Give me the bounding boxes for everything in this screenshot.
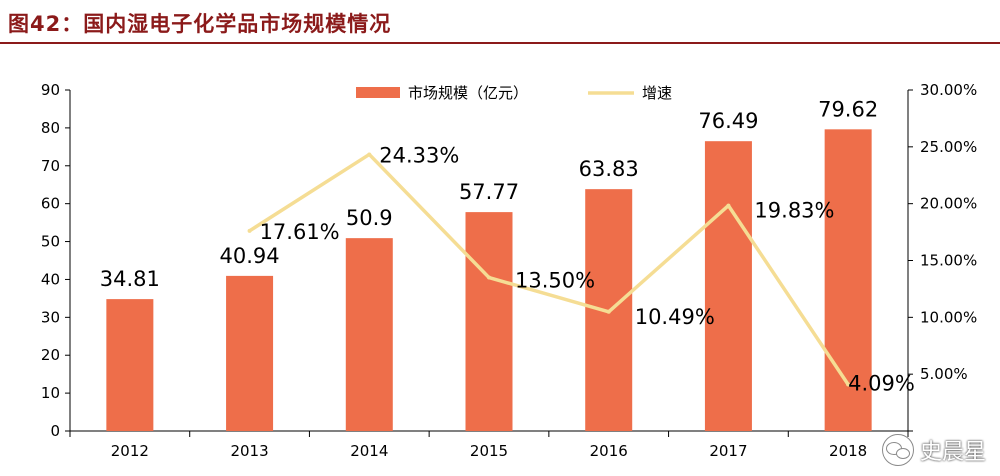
growth-point (846, 382, 851, 387)
right-axis-tick-label: 5.00% (920, 365, 968, 383)
left-axis-tick-label: 70 (41, 157, 60, 175)
growth-data-label: 10.49% (635, 305, 715, 329)
right-axis-tick-label: 20.00% (920, 195, 977, 213)
watermark-text: 史晨星 (919, 440, 986, 465)
growth-data-label: 19.83% (754, 199, 834, 223)
bar (465, 212, 513, 431)
right-axis-tick-label: 30.00% (920, 81, 977, 99)
growth-line (248, 152, 850, 386)
bar-data-label: 79.62 (818, 97, 878, 121)
growth-point (726, 203, 731, 208)
growth-point (487, 275, 491, 280)
bar-data-label: 40.94 (220, 244, 280, 268)
bar-data-label: 63.83 (579, 157, 639, 181)
growth-data-label: 4.09% (848, 372, 915, 396)
left-axis-tick-label: 30 (41, 308, 60, 326)
right-axis-tick-label: 10.00% (920, 308, 977, 326)
right-axis-tick-label: 15.00% (920, 252, 977, 270)
right-axis-tick-label: 25.00% (920, 138, 977, 156)
left-axis-tick-label: 90 (41, 81, 60, 99)
bar-data-label: 50.9 (346, 206, 393, 230)
legend-line-label: 增速 (642, 84, 672, 102)
x-axis-tick-label: 2016 (590, 442, 628, 460)
bar (824, 129, 872, 431)
bar (345, 238, 393, 431)
growth-point (367, 152, 372, 157)
left-axis-tick-label: 60 (41, 195, 60, 213)
x-axis-tick-label: 2013 (230, 442, 268, 460)
growth-data-label: 24.33% (379, 143, 459, 167)
x-axis-tick-label: 2015 (470, 442, 508, 460)
left-axis-tick-label: 10 (41, 384, 60, 402)
watermark: 史晨星 (881, 434, 986, 466)
growth-data-label: 13.50% (515, 269, 595, 293)
bar-data-label: 57.77 (459, 180, 519, 204)
bar-data-label: 34.81 (100, 267, 160, 291)
left-axis-tick-label: 80 (41, 119, 60, 137)
legend-bar-label: 市场规模（亿元） (408, 84, 528, 102)
growth-data-label: 17.61% (260, 220, 340, 244)
x-axis-tick-label: 2012 (111, 442, 149, 460)
bar-data-label: 76.49 (698, 109, 758, 133)
x-axis-tick-label: 2014 (350, 442, 388, 460)
growth-point (247, 228, 252, 233)
left-axis-tick-label: 0 (50, 422, 60, 440)
title-divider (0, 42, 1000, 44)
figure-title: 图42：国内湿电子化学品市场规模情况 (8, 12, 392, 36)
left-axis-tick-label: 50 (41, 233, 60, 251)
bar (704, 141, 752, 432)
growth-point (606, 309, 611, 314)
left-axis-tick-label: 20 (41, 346, 60, 364)
bar (106, 299, 154, 431)
bar (226, 275, 274, 431)
legend-bar-swatch (356, 87, 400, 98)
x-axis-tick-label: 2017 (709, 442, 747, 460)
x-axis-tick-label: 2018 (829, 442, 867, 460)
left-axis-tick-label: 40 (41, 270, 60, 288)
wechat-icon (881, 434, 914, 466)
